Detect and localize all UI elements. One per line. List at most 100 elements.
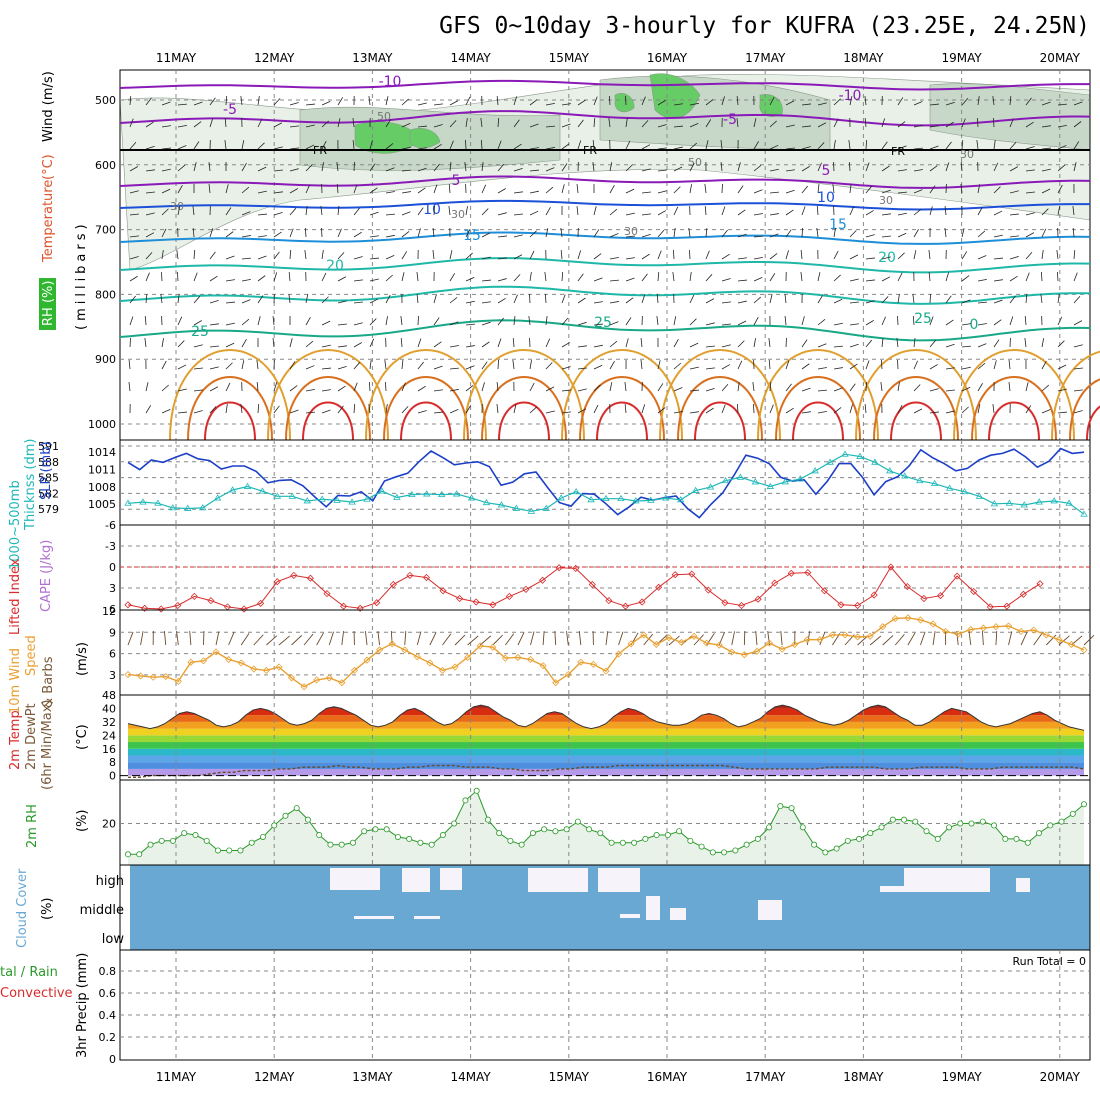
wind-barb	[869, 635, 882, 646]
rh-marker	[158, 837, 165, 844]
wind-barb	[209, 228, 214, 238]
wind10m-panel: 12 9 6 3	[102, 605, 1095, 696]
temperature-contour	[481, 376, 567, 441]
wind-barb	[689, 272, 692, 282]
wind-barb	[625, 188, 635, 194]
wind-barb	[977, 323, 987, 326]
wind-barb	[273, 382, 278, 392]
wind-barb	[1073, 162, 1077, 172]
wind-barb	[352, 118, 355, 128]
wind-barb	[465, 345, 475, 348]
wind-barb	[801, 103, 811, 106]
wind-barb	[513, 316, 516, 326]
contour-label: 25	[914, 311, 932, 327]
wind-barb	[961, 251, 968, 260]
wind-barb	[977, 362, 986, 370]
wind-barb	[1072, 227, 1075, 238]
wind-barb	[464, 162, 467, 172]
wind-barb	[161, 409, 171, 414]
thickness-marker	[512, 504, 521, 511]
wind-barb	[241, 299, 251, 304]
wind-barb	[897, 404, 903, 414]
wind-barb	[689, 102, 699, 106]
wind-barb	[641, 168, 651, 172]
thickness-marker	[975, 492, 984, 499]
temperature-contour	[757, 349, 879, 441]
label-wind10-c: & Barbs	[41, 656, 56, 708]
wind-barb	[881, 296, 889, 304]
label-thickness2: Thicknss (dm)	[23, 439, 38, 531]
wind-barb	[401, 122, 411, 128]
rh-marker	[349, 839, 356, 846]
wind-barb	[896, 338, 899, 348]
wind-barb	[401, 382, 406, 392]
wind-barb	[1009, 166, 1019, 172]
thickness-marker	[527, 507, 536, 514]
lifted-index-marker	[688, 570, 696, 578]
wind-barb	[689, 162, 695, 172]
wind-barb	[561, 143, 570, 150]
lifted-index-marker	[588, 580, 596, 589]
wind-barb	[321, 250, 324, 260]
wind-barb	[624, 404, 627, 414]
contour-label: 0	[970, 317, 979, 333]
wind-barb	[337, 206, 340, 216]
wind-barb	[369, 338, 375, 348]
wind-barb	[1073, 344, 1083, 348]
wind-barb	[304, 227, 307, 238]
temperature-contour	[119, 257, 1091, 274]
wind-barb	[417, 361, 424, 370]
thickness-marker	[557, 494, 565, 501]
rh-tick-label: 20	[102, 818, 116, 831]
date-label-bottom: 16MAY	[647, 1070, 688, 1084]
wind-barb	[385, 213, 395, 216]
wind-barb	[737, 209, 746, 216]
wind-barb	[945, 367, 955, 370]
lifted-index-marker	[505, 592, 513, 600]
wind-speed-marker	[1067, 640, 1075, 649]
wind-barb	[625, 212, 635, 216]
wind-barb	[769, 233, 779, 238]
wind-barb	[321, 367, 331, 370]
rh-marker	[957, 820, 964, 827]
wind-barb	[780, 631, 783, 646]
wind-barb	[177, 364, 187, 370]
rh-marker	[721, 849, 728, 856]
wind-barb	[1057, 124, 1067, 128]
wind-barb	[736, 96, 739, 106]
rh-marker	[698, 843, 705, 850]
wind-barb	[401, 360, 404, 370]
wind-speed-marker	[753, 647, 761, 655]
wind-barb	[1083, 634, 1095, 646]
thickness-marker	[960, 487, 969, 495]
wind-barb	[721, 404, 726, 414]
rh-marker	[991, 822, 998, 829]
wind-barb	[1073, 296, 1081, 304]
wind-barb	[193, 295, 201, 304]
wind-barb	[385, 381, 387, 392]
wind-barb	[529, 250, 535, 260]
wind-barb	[145, 382, 149, 392]
rh-marker	[338, 841, 345, 848]
rh-marker	[754, 835, 761, 842]
wind-barb	[529, 169, 539, 172]
wind-barb	[801, 125, 811, 128]
cloud-mid-block	[414, 916, 440, 919]
wind-barb	[337, 405, 344, 414]
thickness-marker	[542, 504, 550, 511]
wind-barb	[801, 146, 811, 150]
wind-barb	[705, 119, 712, 128]
wind-barb	[177, 184, 183, 194]
temp-line	[127, 704, 1085, 731]
temperature-contour	[677, 376, 763, 441]
label-upper-axis: (millibars)	[74, 220, 89, 330]
wind-barb	[128, 382, 131, 392]
wind-barb	[881, 213, 891, 216]
pressure-tick-label: 900	[95, 353, 116, 366]
temperature-contour	[119, 175, 1091, 189]
wind-barb	[209, 345, 219, 348]
wind-barb	[144, 315, 147, 326]
thickness-marker	[154, 499, 162, 506]
wind-barb	[400, 316, 403, 326]
thickness-marker	[333, 496, 341, 503]
